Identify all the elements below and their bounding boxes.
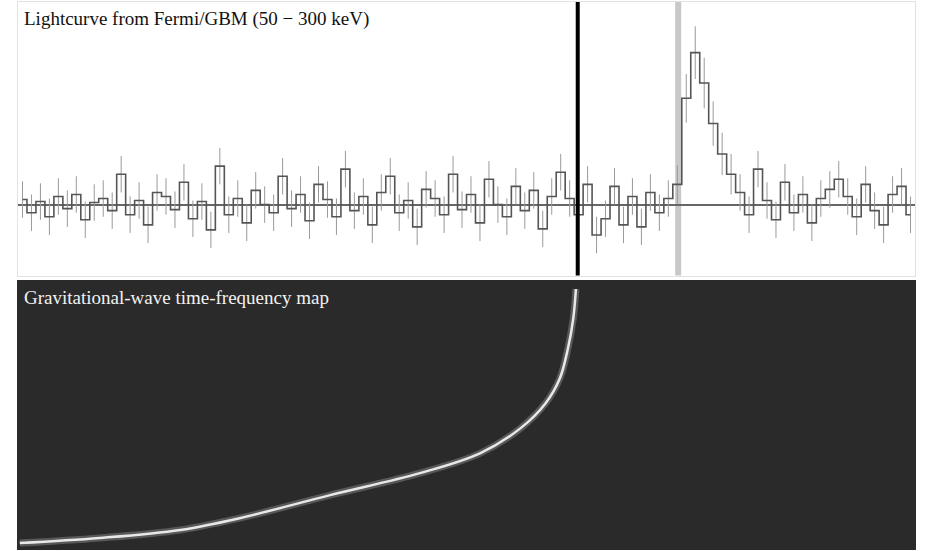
svg-text:Lightcurve from Fermi/GBM (50: Lightcurve from Fermi/GBM (50 − 300 keV) (24, 8, 369, 30)
svg-text:Gravitational-wave time-freque: Gravitational-wave time-frequency map (24, 287, 329, 308)
